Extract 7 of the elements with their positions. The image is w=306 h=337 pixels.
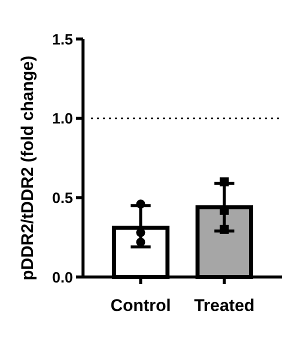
- y-tick-label: 0.5: [52, 190, 73, 207]
- y-tick-label: 1.5: [52, 31, 73, 48]
- y-tick-label: 0.0: [52, 269, 73, 286]
- y-axis-title: pDDR2/tDDR2 (fold change): [18, 56, 37, 280]
- x-tick-label: Control: [110, 296, 171, 315]
- y-tick-label: 1.0: [52, 110, 73, 128]
- x-tick-label: Treated: [194, 296, 255, 315]
